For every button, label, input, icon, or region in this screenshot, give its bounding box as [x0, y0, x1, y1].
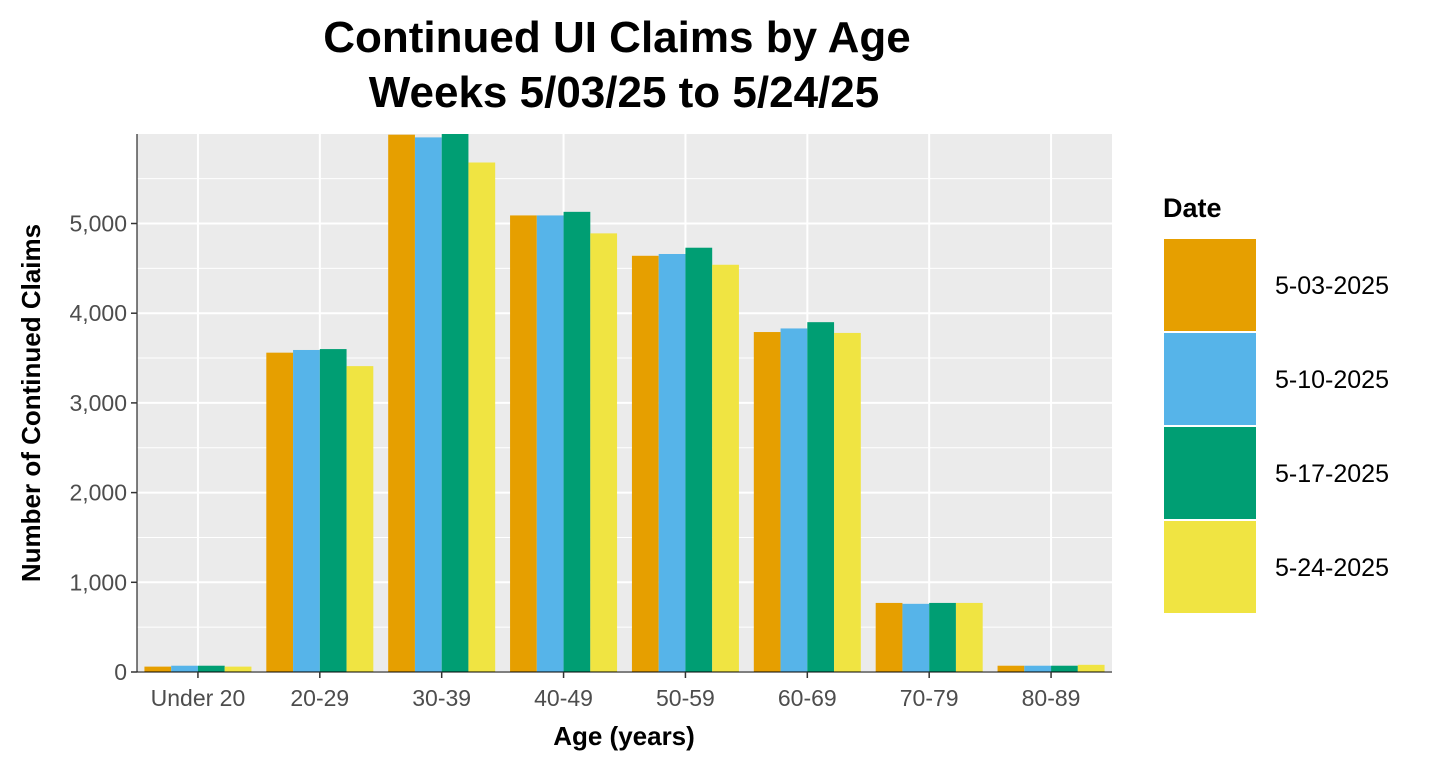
bar	[414, 137, 442, 672]
x-axis-ticks: Under 20 20-29 30-39 40-49 50-59 60-69 70-79 80…	[151, 672, 1081, 711]
bar	[807, 322, 835, 672]
legend-label: 5-10-2025	[1275, 366, 1389, 394]
bar	[631, 255, 659, 673]
bar	[780, 328, 808, 672]
x-axis-title: Age (years)	[553, 721, 695, 751]
x-tick-label: 70-79	[900, 685, 959, 711]
chart-title-line1: Continued UI Claims by Age	[323, 13, 911, 62]
legend: Date 5-03-2025 5-10-2025 5-17-2025 5-24-202…	[1162, 193, 1389, 615]
x-tick-label: 30-39	[412, 685, 471, 711]
bar	[224, 666, 252, 672]
bar	[997, 665, 1025, 672]
bar	[1077, 664, 1105, 672]
bar	[388, 134, 415, 672]
bar	[293, 349, 320, 672]
y-tick-label: 1,000	[69, 569, 127, 595]
chart-title-line2: Weeks 5/03/25 to 5/24/25	[369, 68, 879, 117]
bar	[536, 215, 564, 672]
x-tick-label: 50-59	[656, 685, 715, 711]
bars	[144, 134, 1105, 673]
x-tick-label: 20-29	[290, 685, 349, 711]
bar	[266, 352, 294, 672]
x-tick-label: 80-89	[1022, 685, 1081, 711]
bar	[319, 349, 347, 672]
legend-title: Date	[1163, 193, 1222, 223]
bar	[346, 366, 374, 672]
bar	[144, 666, 172, 672]
bar	[1051, 665, 1078, 672]
y-axis-title: Number of Continued Claims	[16, 224, 46, 582]
legend-label: 5-24-2025	[1275, 554, 1389, 582]
y-tick-label: 5,000	[69, 211, 127, 237]
y-axis-ticks: 0 1,000 2,000 3,000 4,000 5,000	[69, 211, 137, 685]
bar	[685, 247, 713, 672]
bar	[834, 332, 861, 672]
bar	[510, 215, 537, 672]
bar	[197, 665, 225, 672]
bar	[171, 665, 198, 672]
y-tick-label: 0	[114, 659, 127, 685]
y-tick-label: 2,000	[69, 480, 127, 506]
legend-key	[1162, 237, 1258, 333]
bar	[658, 253, 686, 673]
bar	[563, 211, 591, 673]
legend-key	[1162, 425, 1258, 521]
bar	[955, 602, 983, 672]
bar	[902, 603, 930, 672]
x-tick-label: 40-49	[534, 685, 593, 711]
x-tick-label: 60-69	[778, 685, 837, 711]
bar	[1024, 665, 1052, 672]
legend-label: 5-03-2025	[1275, 272, 1389, 300]
bar	[875, 602, 903, 672]
y-tick-label: 4,000	[69, 300, 127, 326]
bar	[712, 264, 739, 672]
bar	[441, 134, 469, 672]
bar	[468, 162, 496, 672]
bar	[929, 602, 956, 672]
x-tick-label: Under 20	[151, 685, 246, 711]
legend-key	[1162, 519, 1258, 615]
legend-label: 5-17-2025	[1275, 460, 1389, 488]
y-tick-label: 3,000	[69, 390, 127, 416]
legend-key	[1162, 331, 1258, 427]
bar	[590, 233, 618, 672]
bar	[753, 332, 781, 672]
